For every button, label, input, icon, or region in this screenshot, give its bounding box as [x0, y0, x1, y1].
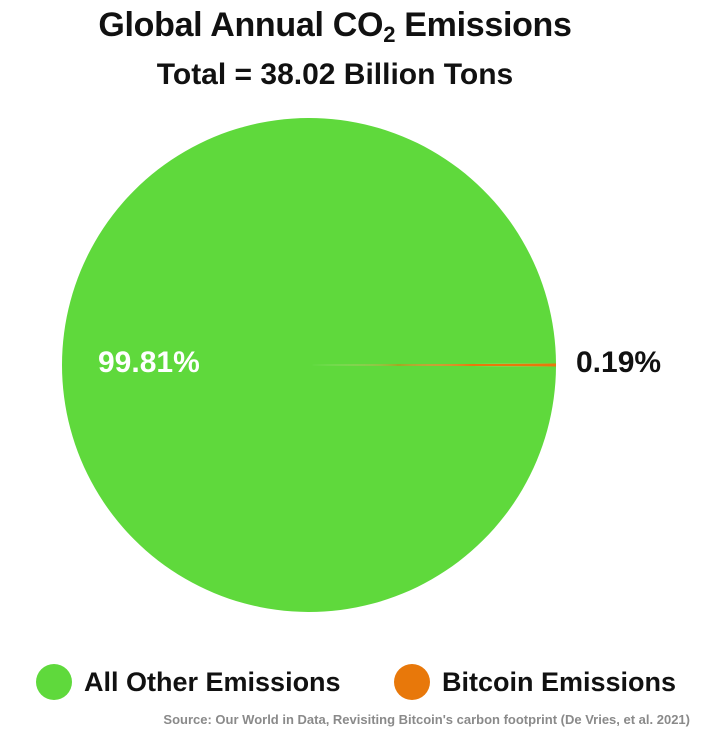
- legend-item-other: All Other Emissions: [36, 664, 341, 700]
- pie-slice-bitcoin: [309, 363, 556, 367]
- legend-item-bitcoin: Bitcoin Emissions: [394, 664, 676, 700]
- legend-dot-other: [36, 664, 72, 700]
- slice-label-other: 99.81%: [98, 346, 200, 379]
- source-note: Source: Our World in Data, Revisiting Bi…: [163, 712, 690, 727]
- pie-slice-other: [62, 118, 556, 613]
- legend-label-bitcoin: Bitcoin Emissions: [442, 666, 677, 697]
- chart-subtitle: Total = 38.02 Billion Tons: [156, 58, 514, 91]
- chart-title: Global Annual CO2 Emissions: [98, 6, 572, 47]
- legend: All Other Emissions Bitcoin Emissions: [36, 664, 696, 704]
- legend-dot-bitcoin: [394, 664, 430, 700]
- legend-label-other: All Other Emissions: [84, 666, 341, 697]
- pie-chart: 99.81% 0.19%: [62, 118, 661, 613]
- slice-label-bitcoin: 0.19%: [576, 346, 661, 379]
